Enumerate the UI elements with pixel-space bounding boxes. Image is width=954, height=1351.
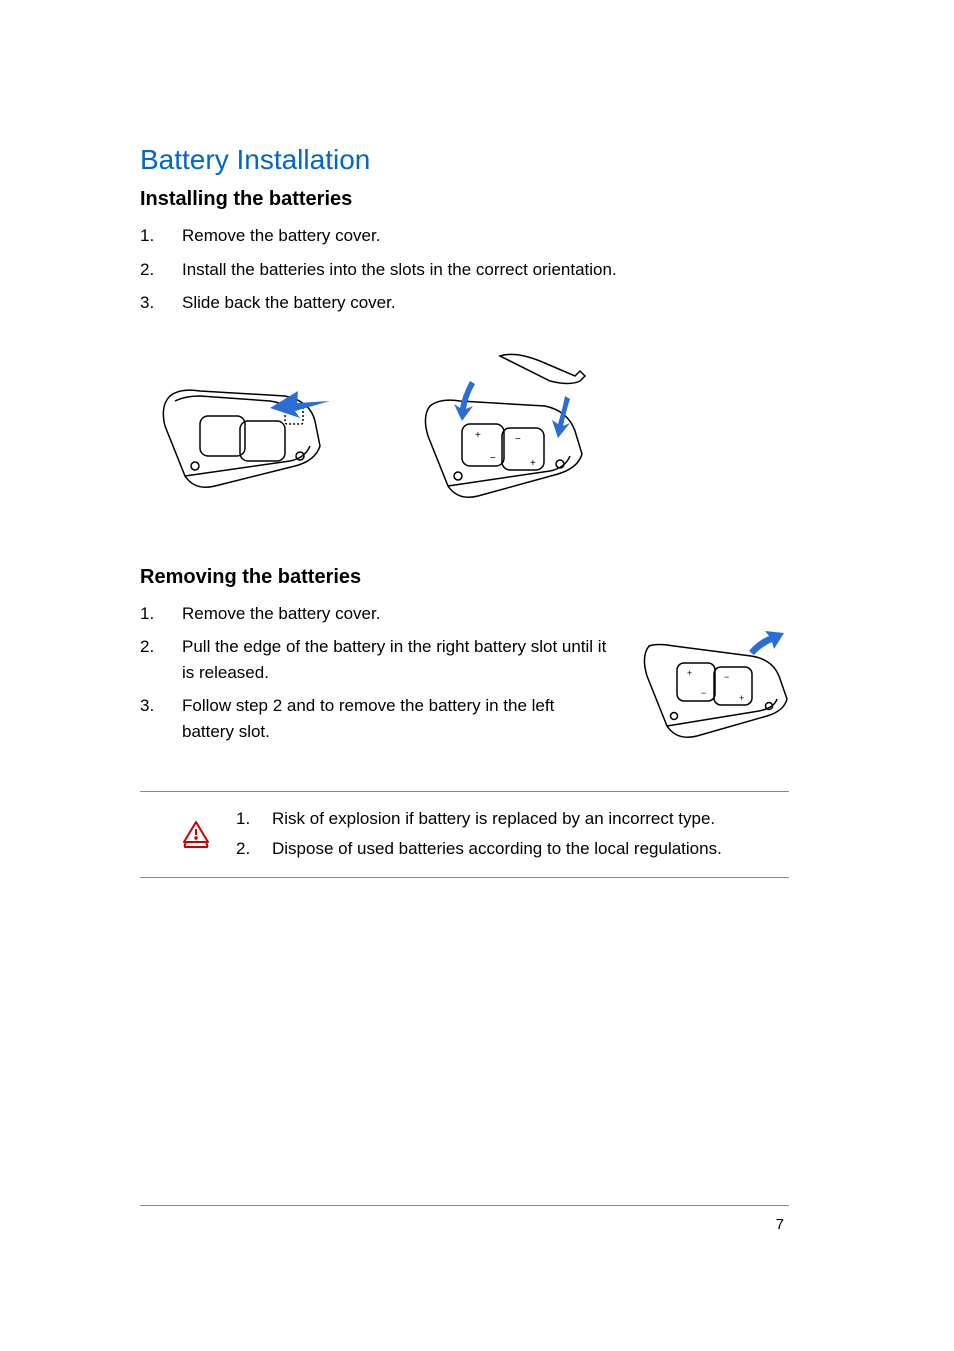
- list-item: 3. Follow step 2 and to remove the batte…: [140, 693, 609, 744]
- step-number: 1.: [140, 223, 182, 249]
- diagram-battery-removal: + − − +: [629, 611, 789, 761]
- svg-text:+: +: [530, 458, 536, 469]
- installing-diagrams: + − − +: [140, 346, 789, 516]
- diagram-battery-insertion: + − − +: [400, 346, 600, 516]
- step-number: 1.: [140, 601, 182, 627]
- svg-text:−: −: [701, 688, 706, 698]
- list-item: 1. Remove the battery cover.: [140, 601, 609, 627]
- warning-box: 1. Risk of explosion if battery is repla…: [140, 791, 789, 878]
- step-text: Install the batteries into the slots in …: [182, 257, 789, 283]
- step-number: 2.: [140, 257, 182, 283]
- footer-divider: [140, 1205, 789, 1206]
- step-text: Slide back the battery cover.: [182, 290, 789, 316]
- caution-icon: [180, 818, 212, 850]
- step-text: Follow step 2 and to remove the battery …: [182, 693, 609, 744]
- list-item: 2. Install the batteries into the slots …: [140, 257, 789, 283]
- step-number: 3.: [140, 290, 182, 316]
- diagram-cover-removal: [140, 346, 340, 516]
- step-text: Remove the battery cover.: [182, 223, 789, 249]
- warning-text: Dispose of used batteries according to t…: [272, 834, 722, 865]
- page-number: 7: [776, 1216, 784, 1233]
- list-item: 2. Dispose of used batteries according t…: [236, 834, 722, 865]
- installing-heading: Installing the batteries: [140, 188, 789, 211]
- list-item: 3. Slide back the battery cover.: [140, 290, 789, 316]
- step-number: 2.: [140, 634, 182, 660]
- list-item: 1. Remove the battery cover.: [140, 223, 789, 249]
- warning-number: 2.: [236, 834, 272, 865]
- installing-steps-list: 1. Remove the battery cover. 2. Install …: [140, 223, 789, 316]
- page-title: Battery Installation: [140, 144, 789, 176]
- svg-text:+: +: [475, 430, 481, 441]
- svg-text:−: −: [490, 453, 496, 464]
- warning-number: 1.: [236, 804, 272, 835]
- svg-text:−: −: [724, 672, 729, 682]
- svg-text:−: −: [515, 434, 521, 445]
- warning-text: Risk of explosion if battery is replaced…: [272, 804, 715, 835]
- list-item: 2. Pull the edge of the battery in the r…: [140, 634, 609, 685]
- step-text: Pull the edge of the battery in the righ…: [182, 634, 609, 685]
- removing-steps-list: 1. Remove the battery cover. 2. Pull the…: [140, 601, 609, 745]
- removing-heading: Removing the batteries: [140, 566, 789, 589]
- list-item: 1. Risk of explosion if battery is repla…: [236, 804, 722, 835]
- svg-text:+: +: [739, 693, 744, 703]
- svg-text:+: +: [687, 668, 692, 678]
- step-number: 3.: [140, 693, 182, 719]
- warning-list: 1. Risk of explosion if battery is repla…: [236, 804, 722, 865]
- step-text: Remove the battery cover.: [182, 601, 609, 627]
